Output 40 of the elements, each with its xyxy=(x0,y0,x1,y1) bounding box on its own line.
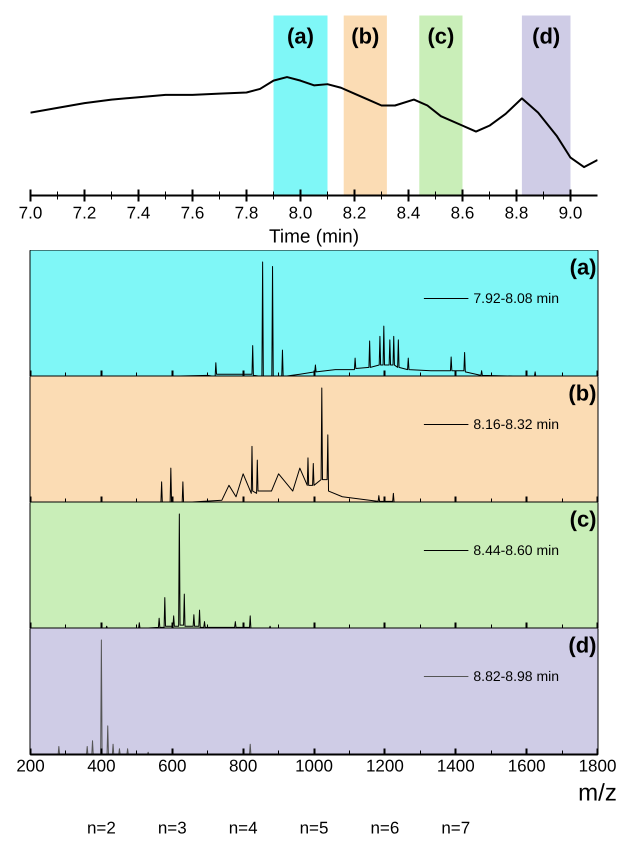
x-tick-label: 8.4 xyxy=(396,204,420,222)
x-tick-label: 400 xyxy=(87,756,116,776)
legend-label: 8.82-8.98 min xyxy=(473,668,559,684)
annotation: (d) xyxy=(568,632,597,658)
x-tick-label: 1800 xyxy=(578,756,616,776)
x-tick-label: 8.8 xyxy=(504,204,528,222)
x-tick-label: 800 xyxy=(228,756,258,776)
band-label: (b) xyxy=(351,24,380,48)
x-tick-label: 7.2 xyxy=(72,204,96,222)
x-tick-label: 9.0 xyxy=(558,204,582,222)
x-tick-label: 7.0 xyxy=(18,204,42,222)
band-label: (d) xyxy=(532,24,560,48)
annotation: (c) xyxy=(570,506,597,532)
x-tick-label: 1000 xyxy=(295,756,333,776)
annotation: (b) xyxy=(568,380,597,406)
x-tick-label: 200 xyxy=(16,756,45,776)
legend-label: 8.44-8.60 min xyxy=(473,542,559,558)
x-tick-label: 8.6 xyxy=(450,204,474,222)
annotation: (a) xyxy=(570,254,597,280)
x-tick-label: 8.2 xyxy=(342,204,366,222)
x-tick-label: 1600 xyxy=(508,756,546,776)
x-tick-label: 1400 xyxy=(436,756,475,776)
x-tick-label: 600 xyxy=(158,756,186,776)
x-tick-label: 7.6 xyxy=(180,204,204,222)
x-axis-title: Time (min) xyxy=(268,226,360,248)
band-label: (a) xyxy=(287,24,314,48)
text: n=5 xyxy=(300,818,328,838)
x-tick-label: 7.8 xyxy=(234,204,258,222)
text: n=7 xyxy=(441,818,470,838)
text: n=3 xyxy=(158,818,187,838)
band-label: (c) xyxy=(427,24,454,48)
x-tick-label: 7.4 xyxy=(126,204,150,222)
text: n=6 xyxy=(370,818,400,838)
text: n=2 xyxy=(86,818,116,838)
x-axis-title: m/z xyxy=(578,780,617,806)
x-tick-label: 1200 xyxy=(366,756,404,776)
legend-label: 8.16-8.32 min xyxy=(473,416,559,432)
x-tick-label: 8.0 xyxy=(288,204,312,222)
text: n=4 xyxy=(228,818,258,838)
legend-label: 7.92-8.08 min xyxy=(473,290,559,306)
